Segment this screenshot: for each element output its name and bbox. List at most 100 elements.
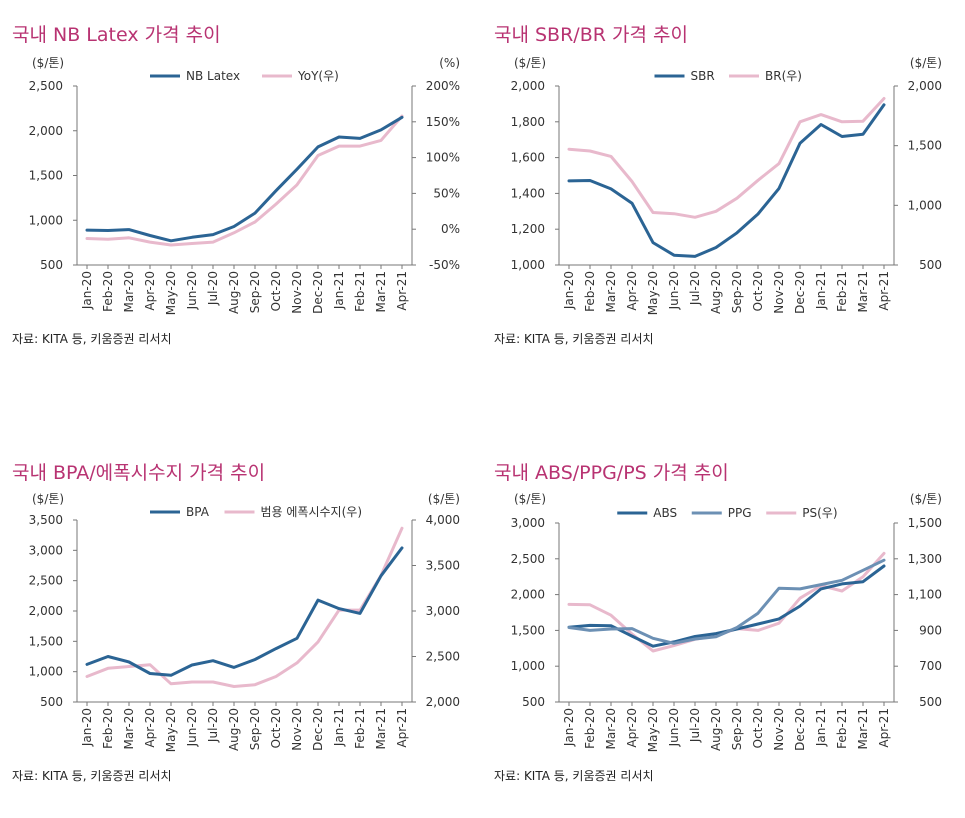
x-tick-label: Feb-20: [583, 271, 597, 312]
x-tick-label: Jan-21: [332, 708, 346, 747]
y-tick-label-left: 1,600: [511, 151, 545, 165]
legend-label: YoY(우): [297, 69, 339, 83]
x-tick-label: Jan-20: [80, 271, 94, 310]
x-tick-label: Dec-20: [311, 271, 325, 314]
x-tick-label: Jan-21: [332, 271, 346, 310]
x-tick-label: Oct-20: [269, 708, 283, 748]
x-tick-label: May-20: [646, 708, 660, 752]
x-tick-label: Jul-20: [688, 271, 702, 306]
y-tick-label-right: 700: [919, 659, 942, 673]
x-tick-label: Nov-20: [290, 708, 304, 751]
x-tick-label: Jan-21: [814, 708, 828, 747]
y-tick-label-right: 100%: [426, 151, 460, 165]
y-tick-label-left: 1,000: [511, 659, 545, 673]
x-tick-label: Jan-20: [562, 271, 576, 310]
chart-source: 자료: KITA 등, 키움증권 리서치: [494, 332, 654, 346]
x-tick-label: Mar-20: [122, 271, 136, 312]
y-tick-label-right: 150%: [426, 115, 460, 129]
legend-label: BPA: [186, 505, 210, 519]
y-axis-right-unit: ($/톤): [910, 492, 942, 506]
y-tick-label-left: 1,500: [29, 169, 63, 183]
x-tick-label: Nov-20: [290, 271, 304, 314]
y-tick-label-right: 2,500: [426, 650, 460, 664]
x-tick-label: Oct-20: [269, 271, 283, 311]
x-tick-label: Jul-20: [206, 708, 220, 743]
legend-label: BR(우): [765, 69, 802, 83]
legend-label: PPG: [728, 506, 752, 520]
x-tick-label: Apr-20: [625, 708, 639, 748]
x-tick-label: Feb-20: [101, 271, 115, 312]
y-tick-label-left: 1,500: [29, 634, 63, 648]
y-axis-left-unit: ($/톤): [32, 492, 64, 506]
y-tick-label-left: 2,000: [511, 79, 545, 93]
x-tick-label: Apr-21: [877, 271, 891, 311]
x-tick-label: Jun-20: [185, 271, 199, 310]
x-tick-label: Nov-20: [772, 708, 786, 751]
y-tick-label-left: 1,000: [29, 213, 63, 227]
y-tick-label-left: 2,500: [511, 552, 545, 566]
legend-label: 범용 에폭시수지(우): [261, 505, 363, 519]
y-tick-label-right: -50%: [429, 258, 460, 272]
y-tick-label-right: 1,500: [908, 516, 942, 530]
y-tick-label-right: 200%: [426, 79, 460, 93]
y-tick-label-left: 500: [522, 695, 545, 709]
series-line: [85, 114, 404, 247]
x-tick-label: Jul-20: [688, 708, 702, 743]
chart-panel-nb-latex: 국내 NB Latex 가격 추이 ($/톤) (%) 2,500 2,000 1,50…: [12, 20, 482, 380]
y-tick-label-left: 3,000: [29, 543, 63, 557]
x-tick-label: Sep-20: [730, 708, 744, 750]
x-tick-label: Feb-20: [583, 708, 597, 749]
chart-source: 자료: KITA 등, 키움증권 리서치: [494, 769, 654, 783]
y-tick-label-left: 3,500: [29, 513, 63, 527]
y-axis-right-unit: ($/톤): [428, 492, 460, 506]
x-tick-label: Oct-20: [751, 708, 765, 748]
x-tick-label: Aug-20: [709, 708, 723, 751]
y-tick-label-right: 2,000: [908, 79, 942, 93]
y-tick-label-left: 2,000: [511, 588, 545, 602]
y-tick-label-left: 3,000: [511, 516, 545, 530]
series-line: [567, 551, 886, 653]
x-tick-label: Feb-21: [353, 708, 367, 749]
chart-svg: ($/톤) ($/톤) 3,500 3,000 2,500 2,000 1,500 1,000…: [29, 492, 460, 752]
x-tick-label: May-20: [164, 271, 178, 315]
x-tick-label: Apr-21: [877, 708, 891, 748]
y-tick-label-right: 1,500: [908, 139, 942, 153]
x-tick-label: May-20: [164, 708, 178, 752]
series-line: [567, 97, 886, 219]
y-axis-left-unit: ($/톤): [32, 56, 64, 70]
x-tick-label: Mar-21: [374, 708, 388, 749]
y-tick-label-left: 1,200: [511, 222, 545, 236]
y-tick-label-left: 1,000: [29, 665, 63, 679]
series-line: [567, 103, 886, 258]
x-tick-label: Mar-20: [604, 708, 618, 749]
y-tick-label-right: 500: [919, 695, 942, 709]
y-tick-label-right: 1,300: [908, 552, 942, 566]
legend-label: ABS: [653, 506, 677, 520]
x-tick-label: Jul-20: [206, 271, 220, 306]
y-tick-label-right: 500: [919, 258, 942, 272]
x-tick-label: Jan-20: [80, 708, 94, 747]
x-tick-label: Dec-20: [793, 271, 807, 314]
y-tick-label-left: 500: [40, 258, 63, 272]
series-line: [567, 564, 886, 648]
series-line: [567, 558, 886, 645]
chart-svg: ($/톤) (%) 2,500 2,000 1,500 1,000 500 200% 150% 1…: [29, 56, 460, 315]
x-tick-label: Feb-21: [835, 271, 849, 312]
series-line: [85, 115, 404, 243]
y-tick-label-left: 2,000: [29, 124, 63, 138]
x-tick-label: Aug-20: [227, 708, 241, 751]
x-tick-label: Sep-20: [248, 271, 262, 313]
y-tick-label-right: 1,100: [908, 588, 942, 602]
chart-title: 국내 SBR/BR 가격 추이: [494, 24, 688, 46]
chart-title: 국내 BPA/에폭시수지 가격 추이: [12, 462, 266, 484]
y-tick-label-left: 2,000: [29, 604, 63, 618]
x-tick-label: Apr-20: [143, 271, 157, 311]
chart-panel-abs-ppg-ps: 국내 ABS/PPG/PS 가격 추이 ($/톤) ($/톤) 3,000 2,500…: [494, 458, 964, 818]
chart-panel-bpa-epoxy: 국내 BPA/에폭시수지 가격 추이 ($/톤) ($/톤) 3,500 3,000 2…: [12, 458, 482, 818]
x-tick-label: Dec-20: [311, 708, 325, 751]
x-tick-label: Sep-20: [248, 708, 262, 750]
y-tick-label-left: 1,500: [511, 623, 545, 637]
y-tick-label-right: 3,000: [426, 604, 460, 618]
x-tick-label: Sep-20: [730, 271, 744, 313]
y-axis-left-unit: ($/톤): [514, 56, 546, 70]
